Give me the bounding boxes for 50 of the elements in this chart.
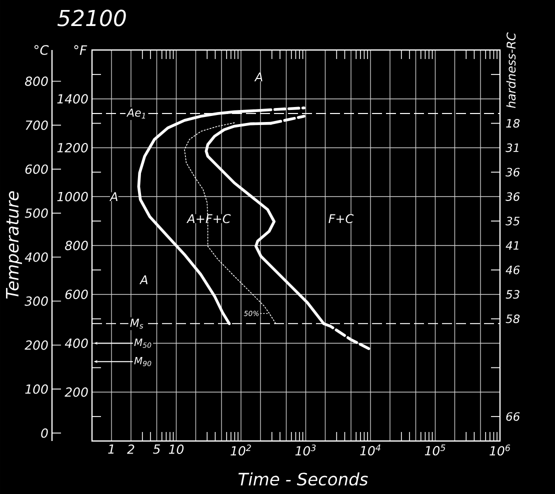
annotation: A+F+C <box>186 214 231 224</box>
x-tick-label: 10$^{5}$ <box>424 444 446 456</box>
y3-tick-label: 300 <box>24 296 48 306</box>
annotation: A <box>254 72 262 82</box>
annotation: A <box>139 275 148 284</box>
x-tick-label: 1 <box>108 444 114 454</box>
y3-tick-label: 600 <box>25 164 48 174</box>
y3-tick-label: 700 <box>26 120 48 130</box>
y2-axis-title: hardness-RC <box>506 32 516 108</box>
category-label: 31 <box>506 143 518 152</box>
ref-line-label: M$_{s}$ <box>130 318 144 329</box>
x-axis-title: Time - Seconds <box>238 472 368 486</box>
category-label: 36 <box>506 192 520 201</box>
x-tick-label: 2 <box>127 444 134 454</box>
y-tick-label: 400 <box>64 338 88 348</box>
category-label: 53 <box>506 290 520 299</box>
x-tick-label: 10$^{6}$ <box>490 444 510 456</box>
x-tick-label: 10$^{3}$ <box>295 444 316 456</box>
y3-tick-label: 100 <box>25 384 48 394</box>
category-label: 41 <box>506 241 518 250</box>
y-axis-title: Temperature <box>6 191 22 299</box>
y-tick-label: 200 <box>64 387 88 397</box>
y-tick-label: 1000 <box>57 192 88 202</box>
annotation: A <box>109 192 118 201</box>
x-tick-label: 10$^{4}$ <box>360 444 380 456</box>
category-label: 18 <box>506 118 520 128</box>
category-label: 46 <box>506 266 520 274</box>
chart-title: 52100 <box>57 10 126 26</box>
ref-line-label: Ae$_{1}$ <box>126 108 146 118</box>
y-tick-label: 1200 <box>57 143 88 152</box>
annotation: F+C <box>328 214 354 224</box>
y3-axis-title: °C <box>34 45 49 55</box>
x-tick-label: 10 <box>168 444 184 454</box>
y3-tick-label: 200 <box>24 340 48 350</box>
y-tick-label: 800 <box>65 240 88 250</box>
ref-line-label: M$_{50}$ <box>134 338 152 348</box>
text: °F <box>74 45 88 55</box>
y-tick-label: 1400 <box>57 94 88 104</box>
category-label: 66 <box>506 412 520 421</box>
y3-tick-label: 400 <box>24 252 48 262</box>
x-tick-label: 5 <box>153 444 160 454</box>
y3-tick-label: 500 <box>24 208 48 218</box>
category-label: 36 <box>506 168 520 177</box>
y3-tick-label: 800 <box>25 76 48 86</box>
category-label: 58 <box>506 314 520 324</box>
y-tick-label: 600 <box>65 290 88 300</box>
ref-line-label: M$_{90}$ <box>134 356 152 366</box>
x-tick-label: 10$^{2}$ <box>230 444 251 456</box>
category-label: 35 <box>506 216 520 226</box>
y3-tick-label: 0 <box>41 428 48 438</box>
